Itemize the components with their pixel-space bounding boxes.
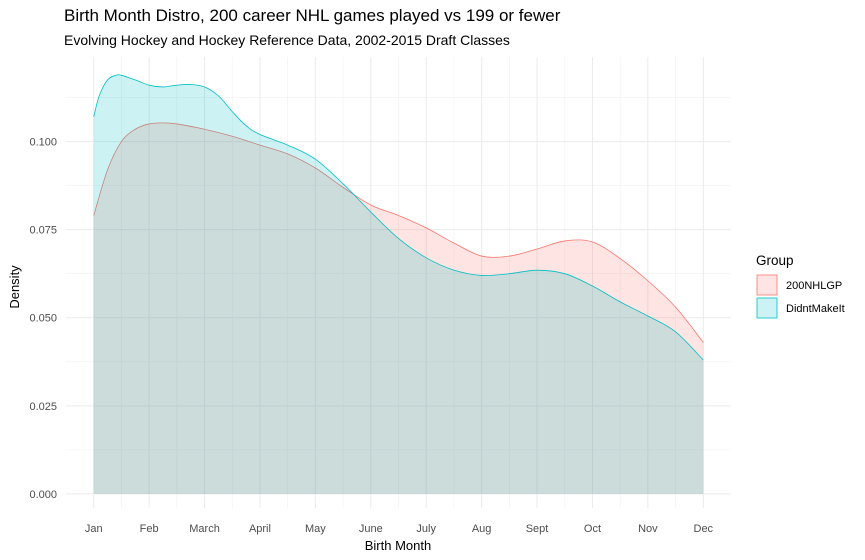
x-tick-label: April xyxy=(249,523,271,535)
grid-lines xyxy=(66,57,731,508)
legend-key-didntmakeit xyxy=(756,297,778,319)
x-tick-label: Feb xyxy=(140,523,159,535)
legend-items: 200NHLGP DidntMakeIt xyxy=(756,274,845,319)
x-tick-label: July xyxy=(416,523,436,535)
x-tick-label: Oct xyxy=(584,523,601,535)
x-tick-labels: Jan Feb March April May June July Aug Sept Oct Nov… xyxy=(85,523,714,535)
density-area-didntmakeit xyxy=(93,74,704,494)
y-tick-label: 0.050 xyxy=(29,313,57,325)
series-areas xyxy=(93,74,704,494)
chart-subtitle: Evolving Hockey and Hockey Reference Dat… xyxy=(64,32,510,48)
x-tick-label: May xyxy=(305,523,326,535)
y-axis-title: Density xyxy=(7,265,22,309)
x-tick-label: Dec xyxy=(694,523,714,535)
x-tick-label: Aug xyxy=(472,523,492,535)
x-tick-label: Nov xyxy=(638,523,658,535)
y-tick-label: 0.000 xyxy=(29,489,57,501)
chart-title: Birth Month Distro, 200 career NHL games… xyxy=(64,6,561,25)
density-line-200nhlgp xyxy=(93,122,704,343)
y-tick-label: 0.100 xyxy=(29,137,57,149)
y-tick-label: 0.025 xyxy=(29,401,57,413)
y-tick-label: 0.075 xyxy=(29,225,57,237)
y-tick-labels: 0.000 0.025 0.050 0.075 0.100 xyxy=(29,137,57,501)
legend-key-200nhlgp xyxy=(756,274,778,296)
x-tick-label: June xyxy=(359,523,383,535)
legend: Group 200NHLGP DidntMakeIt xyxy=(756,253,845,319)
x-tick-label: Jan xyxy=(85,523,103,535)
x-tick-label: March xyxy=(189,523,220,535)
density-line-didntmakeit xyxy=(93,74,704,361)
density-area-200nhlgp xyxy=(93,122,704,494)
legend-title: Group xyxy=(756,253,794,268)
legend-label: DidntMakeIt xyxy=(786,303,845,315)
legend-label: 200NHLGP xyxy=(786,280,842,292)
x-axis-title: Birth Month xyxy=(365,538,431,553)
x-tick-label: Sept xyxy=(526,523,549,535)
